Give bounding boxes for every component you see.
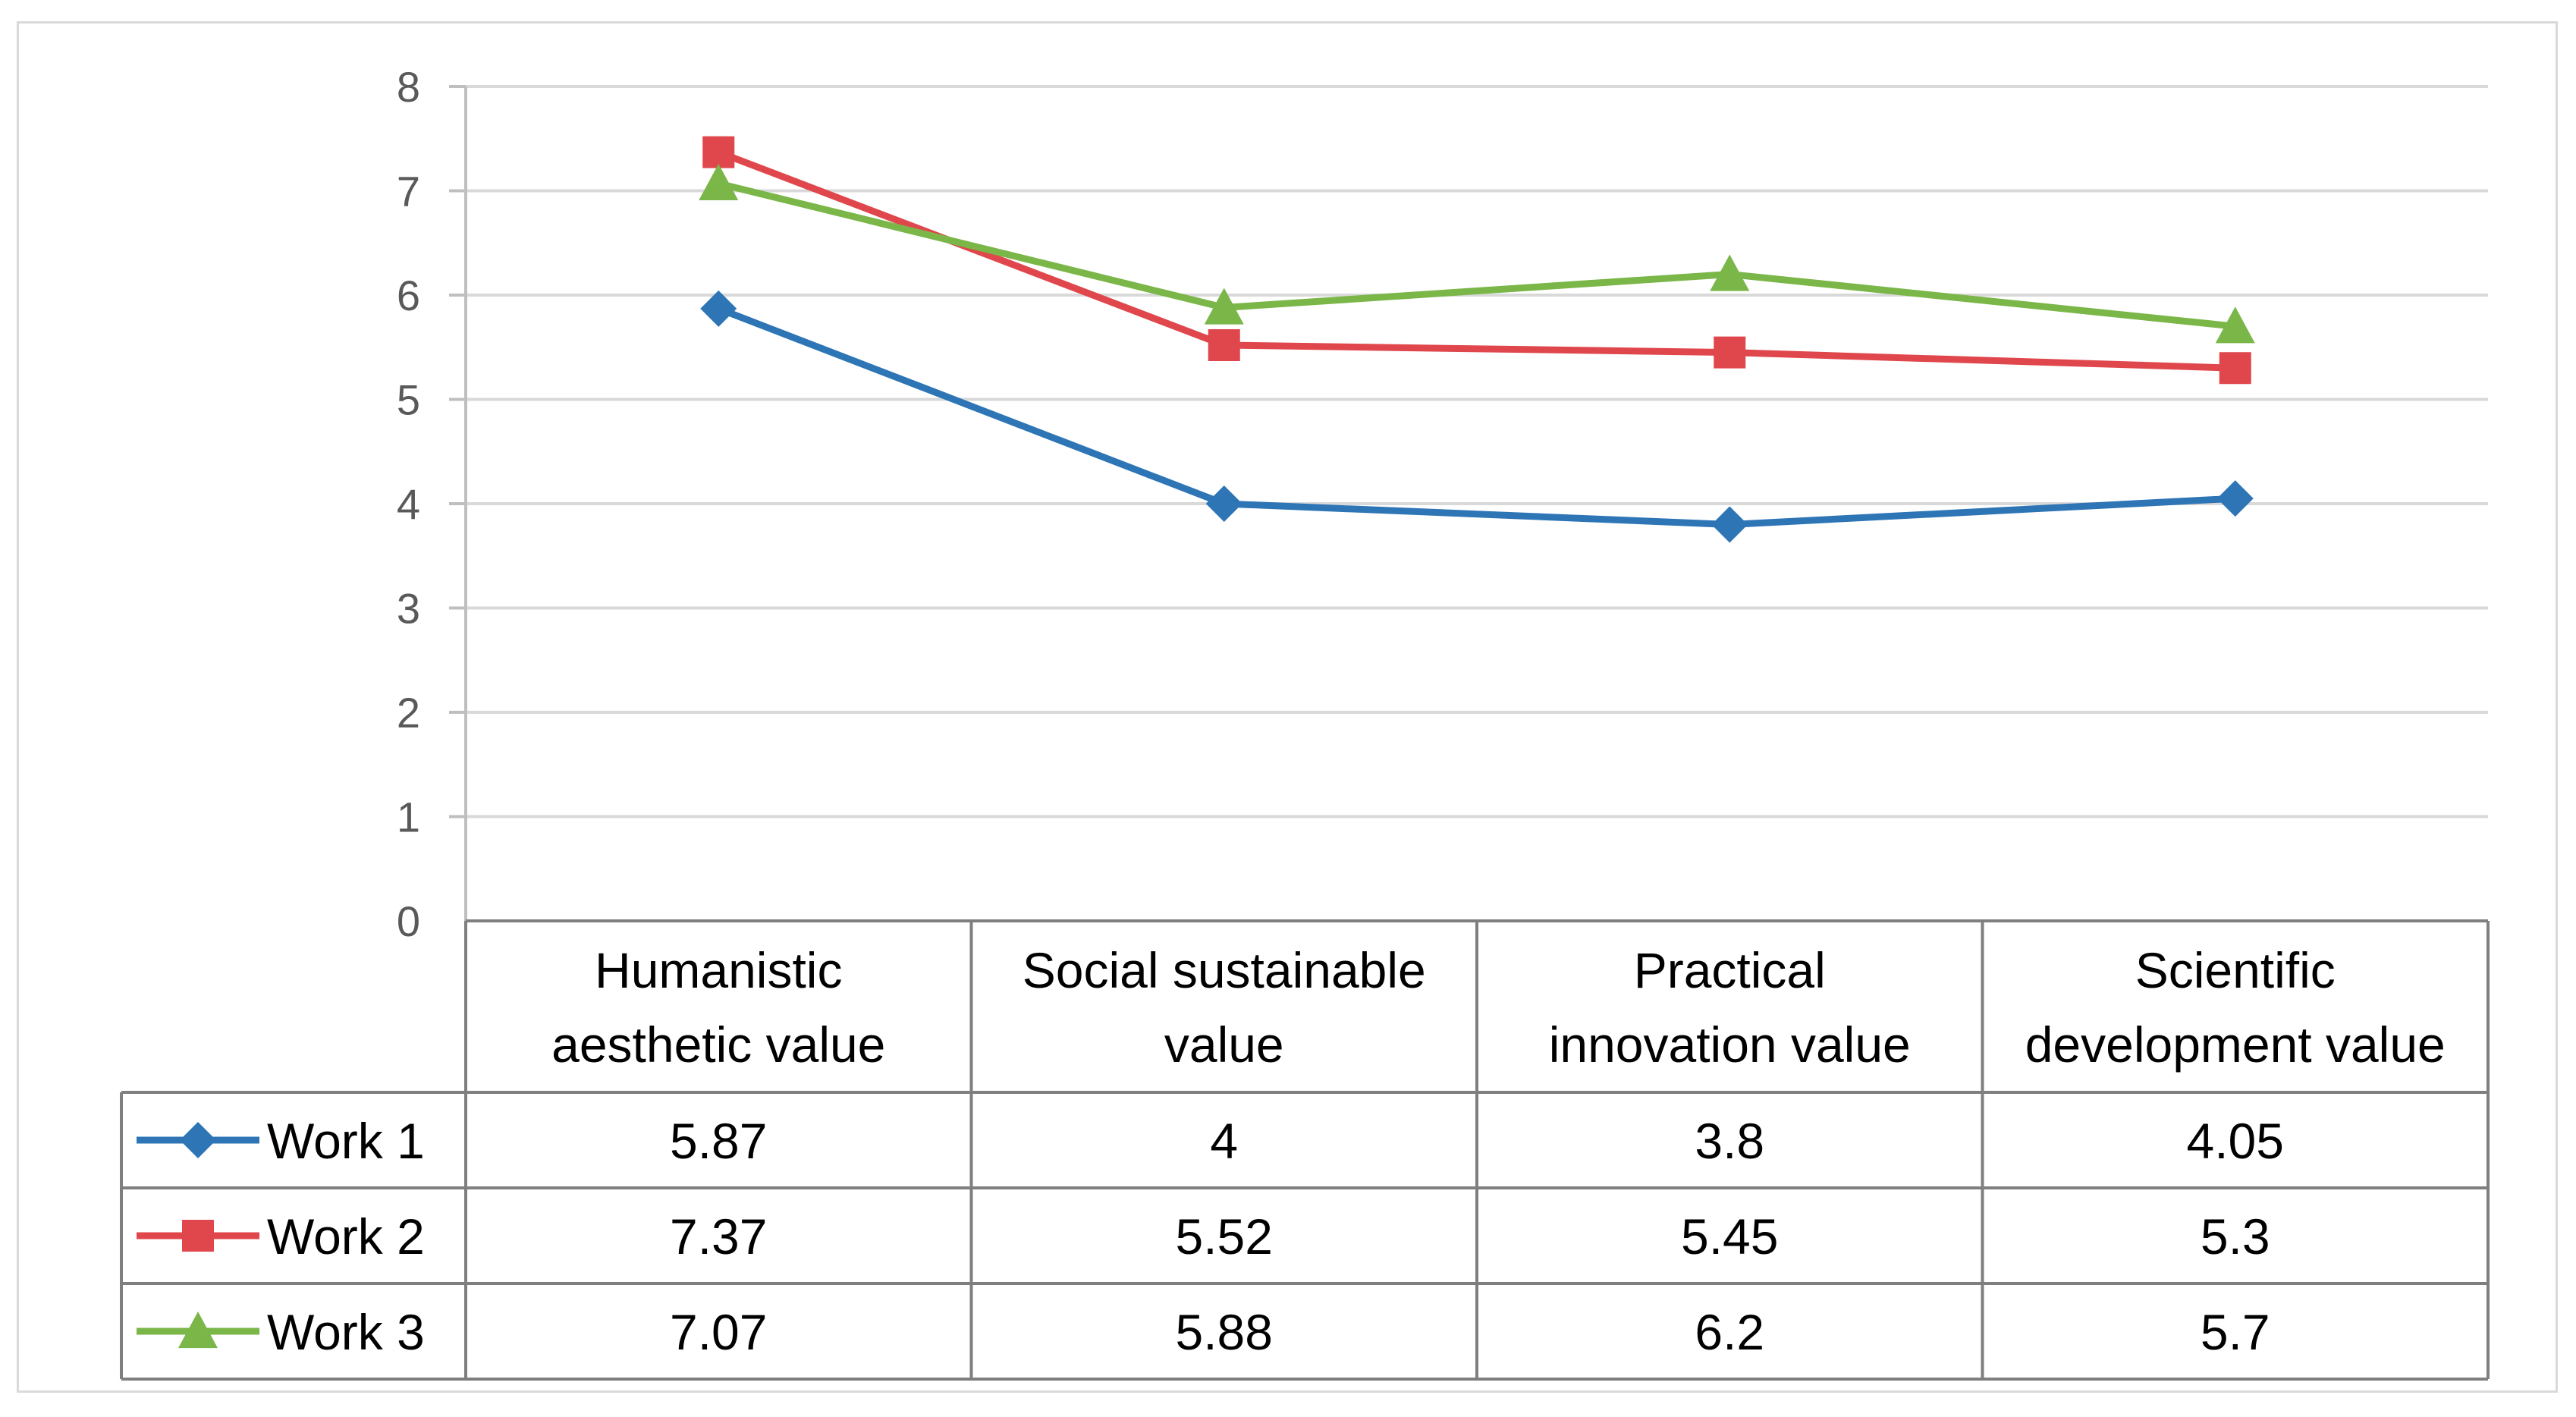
category-label: Humanistic bbox=[595, 942, 842, 998]
y-tick-label: 7 bbox=[397, 168, 420, 215]
y-tick-label: 8 bbox=[397, 63, 420, 111]
work-2-point bbox=[1714, 336, 1746, 369]
y-tick-label: 6 bbox=[397, 272, 420, 319]
y-tick-label: 5 bbox=[397, 376, 420, 424]
y-tick-label: 3 bbox=[397, 585, 420, 633]
work-2-point bbox=[1208, 329, 1240, 361]
category-label: Social sustainable bbox=[1023, 942, 1426, 998]
work-1-value-label: 4 bbox=[1210, 1113, 1238, 1169]
y-tick-label: 0 bbox=[397, 897, 420, 945]
work-1-point bbox=[1711, 506, 1748, 543]
category-label: Scientific bbox=[2135, 942, 2336, 998]
work-2-value-label: 5.45 bbox=[1681, 1208, 1778, 1265]
work-2-line bbox=[717, 149, 2235, 372]
y-tick-label: 2 bbox=[397, 689, 420, 737]
work-2-point bbox=[702, 136, 735, 168]
work-1-line bbox=[717, 305, 2235, 528]
category-label: innovation value bbox=[1549, 1016, 1911, 1073]
work-3-line bbox=[718, 180, 2236, 330]
work-1-value-label: 5.87 bbox=[670, 1113, 767, 1169]
work-1-value-label: 3.8 bbox=[1695, 1113, 1764, 1169]
category-label: value bbox=[1164, 1016, 1284, 1073]
work-2-point bbox=[2219, 352, 2251, 385]
work-1-point bbox=[1205, 485, 1242, 522]
work-3-value-label: 5.7 bbox=[2201, 1304, 2270, 1360]
category-label: development value bbox=[2025, 1016, 2446, 1073]
work-3-legend-label: Work 3 bbox=[267, 1304, 425, 1360]
work-2-value-label: 5.52 bbox=[1176, 1208, 1273, 1265]
work-3-legend-marker bbox=[178, 1312, 218, 1349]
y-tick-label: 4 bbox=[397, 480, 420, 528]
work-1-value-label: 4.05 bbox=[2187, 1113, 2284, 1169]
work-2-value-label: 7.37 bbox=[670, 1208, 767, 1265]
work-3-point bbox=[1710, 254, 1750, 291]
work-1-point bbox=[700, 290, 737, 327]
work-2-value-label: 5.3 bbox=[2201, 1208, 2270, 1265]
work-1-legend-label: Work 1 bbox=[267, 1113, 425, 1169]
work-2-legend-marker bbox=[182, 1220, 214, 1252]
y-tick-label: 1 bbox=[397, 793, 420, 841]
work-3-value-label: 7.07 bbox=[670, 1304, 767, 1360]
chart-frame bbox=[17, 21, 2558, 1393]
work-2-legend-label: Work 2 bbox=[267, 1208, 425, 1265]
category-label: Practical bbox=[1634, 942, 1826, 998]
work-3-point bbox=[699, 163, 739, 200]
work-3-value-label: 5.88 bbox=[1176, 1304, 1273, 1360]
category-label: aesthetic value bbox=[551, 1016, 885, 1073]
work-3-point bbox=[2215, 306, 2255, 344]
work-3-value-label: 6.2 bbox=[1695, 1304, 1764, 1360]
work-1-legend-marker bbox=[180, 1122, 216, 1158]
work-1-point bbox=[2216, 480, 2254, 517]
work-3-point bbox=[1204, 287, 1244, 325]
